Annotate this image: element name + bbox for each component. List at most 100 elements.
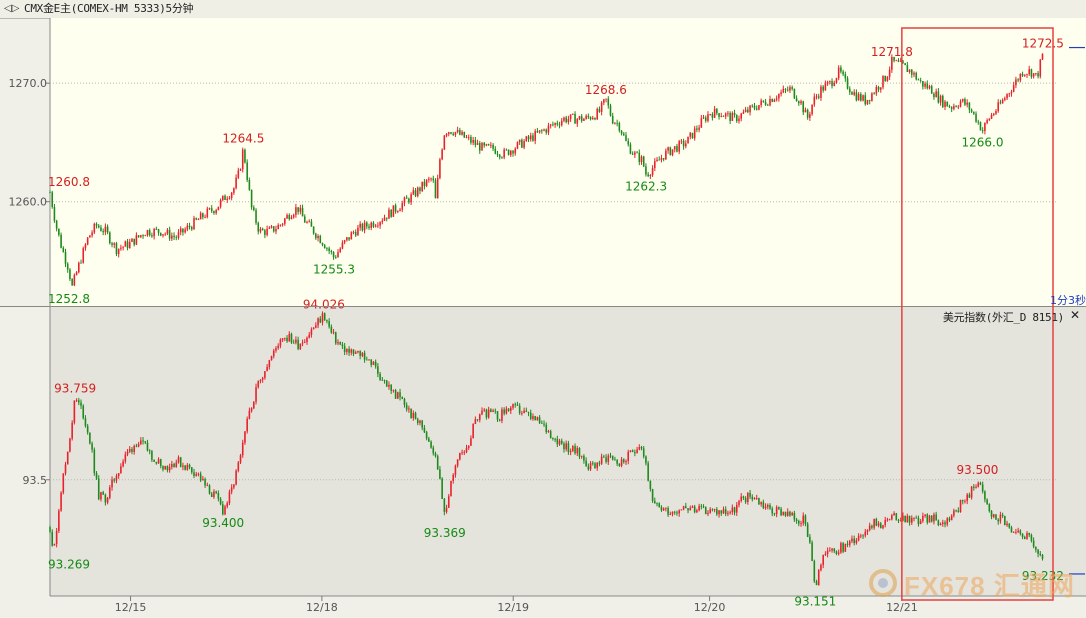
candle-body xyxy=(210,493,213,498)
annotation-high: 1271.8 xyxy=(871,45,913,59)
x-tick-label: 12/19 xyxy=(497,601,529,614)
candle-body xyxy=(461,131,463,135)
candle-body xyxy=(235,177,237,189)
candle-body xyxy=(104,226,107,233)
candle-body xyxy=(292,214,295,218)
candle-body xyxy=(716,509,718,515)
candle-body xyxy=(439,469,441,479)
candle-body xyxy=(778,507,780,509)
candle-body xyxy=(955,510,957,512)
candle-body xyxy=(1021,533,1024,537)
candle-body xyxy=(718,113,720,117)
candle-body xyxy=(408,198,410,203)
candle-body xyxy=(133,238,135,245)
candle-body xyxy=(638,152,641,163)
candle-body xyxy=(142,235,144,237)
candle-body xyxy=(470,137,472,143)
candle-body xyxy=(877,523,880,526)
candle-body xyxy=(359,351,361,356)
candle-body xyxy=(171,235,173,239)
candle-body xyxy=(478,414,481,420)
candle-body xyxy=(607,455,610,462)
candle-body xyxy=(749,492,751,497)
candle-body xyxy=(510,407,512,411)
candle-body xyxy=(1039,553,1042,555)
candle-body xyxy=(1041,554,1044,559)
candle-body xyxy=(758,498,760,505)
candle-body xyxy=(917,517,920,525)
candle-body xyxy=(1015,79,1017,86)
candle-body xyxy=(891,56,893,70)
window-title-bar: ◁▷ CMX金E主(COMEX-HM 5333)5分钟 xyxy=(0,0,1086,19)
candle-body xyxy=(73,274,76,286)
candle-body xyxy=(416,419,419,424)
candle-body xyxy=(1041,53,1044,60)
candle-body xyxy=(261,228,264,231)
candle-body xyxy=(930,515,933,522)
candle-body xyxy=(676,146,678,152)
candle-body xyxy=(811,104,813,115)
candle-body xyxy=(162,234,164,236)
candle-body xyxy=(503,149,505,158)
candle-body xyxy=(414,412,417,420)
candle-body xyxy=(148,450,151,452)
candle-body xyxy=(565,443,567,450)
candle-body xyxy=(485,144,488,146)
candle-body xyxy=(253,401,255,409)
candle-body xyxy=(140,235,142,237)
candle-body xyxy=(979,122,982,131)
candle-body xyxy=(120,466,122,474)
candle-body xyxy=(124,241,127,247)
candle-body xyxy=(341,242,344,249)
candle-body xyxy=(250,408,253,411)
candle-body xyxy=(928,86,931,89)
candle-body xyxy=(334,332,337,344)
candle-body xyxy=(855,540,858,544)
annotation-low: 93.369 xyxy=(424,526,466,540)
candle-body xyxy=(744,109,747,113)
candle-body xyxy=(882,75,884,88)
candle-body xyxy=(392,205,395,217)
candle-body xyxy=(306,337,308,343)
candle-body xyxy=(988,503,991,512)
candle-body xyxy=(527,412,530,413)
candle-body xyxy=(523,141,525,148)
watermark: FX678 汇通网 xyxy=(868,564,1078,601)
candle-body xyxy=(197,473,200,475)
candle-body xyxy=(840,543,842,553)
candle-body xyxy=(219,199,222,207)
candle-body xyxy=(281,223,284,225)
candle-body xyxy=(846,78,849,89)
candle-body xyxy=(111,479,113,488)
candle-body xyxy=(299,343,302,349)
candle-body xyxy=(631,450,634,453)
candle-body xyxy=(366,359,368,361)
candle-body xyxy=(667,147,669,151)
candle-body xyxy=(607,98,610,106)
candle-body xyxy=(775,507,778,515)
candle-body xyxy=(182,465,184,467)
candle-body xyxy=(913,72,915,75)
candle-body xyxy=(773,513,776,515)
candle-body xyxy=(1035,546,1037,550)
candle-body xyxy=(853,538,855,544)
candle-body xyxy=(414,190,417,197)
candle-body xyxy=(51,192,54,207)
close-icon[interactable]: ✕ xyxy=(1069,308,1080,322)
candle-body xyxy=(390,209,392,217)
candle-body xyxy=(616,460,618,464)
candle-body xyxy=(255,210,257,223)
candle-body xyxy=(955,106,957,107)
candle-body xyxy=(769,98,771,106)
candle-body xyxy=(339,248,342,253)
annotation-high: 94.026 xyxy=(303,298,345,312)
candle-body xyxy=(981,130,984,132)
candle-body xyxy=(804,515,807,524)
candle-body xyxy=(419,187,421,191)
candle-body xyxy=(177,232,180,238)
candle-body xyxy=(295,339,297,343)
candle-body xyxy=(443,498,446,512)
chart-icon[interactable]: ◁▷ xyxy=(4,3,20,14)
candle-body xyxy=(241,442,244,456)
